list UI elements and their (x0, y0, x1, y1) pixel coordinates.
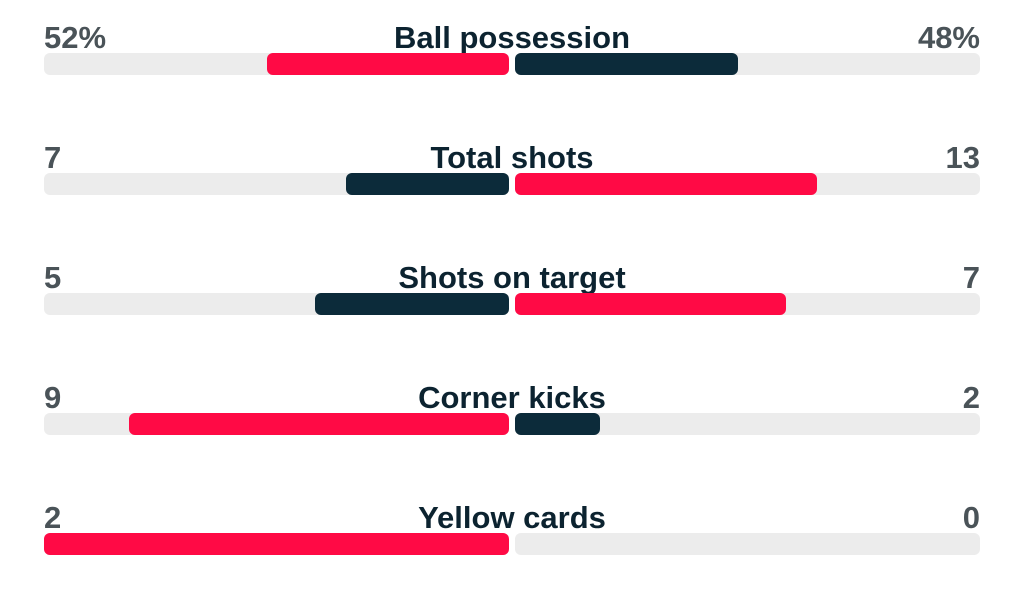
home-value: 2 (44, 500, 62, 535)
comparison-bar (44, 293, 980, 315)
away-value: 0 (962, 500, 980, 535)
away-bar-fill (515, 53, 739, 75)
home-bar-fill (128, 413, 509, 435)
home-bar-fill (315, 293, 509, 315)
stat-row-total-shots: 7 Total shots 13 (44, 120, 980, 220)
stat-row-yellow-cards: 2 Yellow cards 0 (44, 480, 980, 580)
home-bar-fill (346, 173, 509, 195)
stat-title: Ball possession (393, 20, 631, 55)
comparison-bar (44, 533, 980, 555)
stat-row-shots-on-target: 5 Shots on target 7 (44, 240, 980, 340)
stat-row-corner-kicks: 9 Corner kicks 2 (44, 360, 980, 460)
home-value: 52% (44, 20, 107, 55)
away-bar-fill (515, 413, 600, 435)
away-value: 13 (945, 140, 980, 175)
away-bar-track (515, 533, 980, 555)
home-value: 5 (44, 260, 62, 295)
stat-title: Corner kicks (418, 380, 606, 415)
away-value: 48% (917, 20, 980, 55)
stat-title: Shots on target (398, 260, 626, 295)
home-value: 9 (44, 380, 62, 415)
away-value: 2 (962, 380, 980, 415)
stat-title: Yellow cards (418, 500, 606, 535)
comparison-bar (44, 413, 980, 435)
home-bar-fill (267, 53, 509, 75)
away-value: 7 (962, 260, 980, 295)
home-bar-fill (44, 533, 509, 555)
stat-title: Total shots (430, 140, 594, 175)
stat-row-ball-possession: 52% Ball possession 48% (44, 0, 980, 100)
comparison-bar (44, 173, 980, 195)
away-bar-fill (515, 173, 818, 195)
comparison-bar (44, 53, 980, 75)
home-value: 7 (44, 140, 62, 175)
away-bar-track (515, 413, 980, 435)
away-bar-fill (515, 293, 787, 315)
